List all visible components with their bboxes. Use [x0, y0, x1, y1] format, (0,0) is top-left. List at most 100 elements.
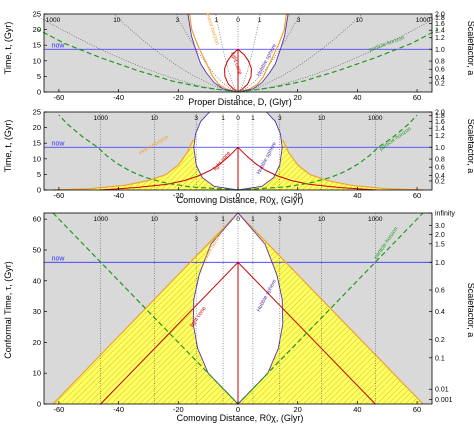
proper-x-tick-label: -40 [113, 93, 124, 102]
conformal-worldline-label: 1 [251, 216, 255, 223]
proper-y2-axis-label: Scalefactor, a [466, 21, 474, 76]
conformal-y-axis-label: Conformal Time, τ, (Gyr) [3, 261, 13, 359]
proper-particle-horizon-right [237, 29, 439, 93]
comoving-x-tick-label: -60 [54, 191, 65, 200]
comoving-x-tick-label: -40 [113, 191, 124, 200]
conformal-y-tick-label: 30 [33, 307, 41, 316]
comoving-worldline-label: 10 [151, 115, 159, 122]
proper-worldline-label: 3 [176, 17, 180, 24]
proper-y2-tick-label: 0.4 [435, 75, 445, 82]
conformal-y2-tick-label: 0.2 [435, 337, 445, 344]
comoving-y-axis-label: Time, t, (Gyr) [3, 120, 13, 173]
comoving-y-tick-label: 15 [33, 139, 41, 148]
conformal-x-tick-label: -60 [54, 405, 65, 414]
conformal-hubble-sphere-right [237, 212, 284, 405]
proper-y2-tick-label: 1.6 [435, 21, 445, 28]
conformal-time-panel: -60 -40 -20 0 20 40 6001020304050600.0010.010.… [3, 211, 474, 424]
comoving-hubble-sphere-right [237, 111, 283, 191]
comoving-now-label: now [52, 140, 66, 147]
comoving-y2-axis-label: Scalefactor, a [466, 119, 474, 174]
proper-worldline-label: 0 [236, 17, 240, 24]
conformal-worldline-label: 0 [236, 216, 240, 223]
proper-now-label: now [52, 42, 66, 49]
proper-y2-tick-label: 1.8 [435, 15, 445, 22]
conformal-worldline-label: 1000 [368, 216, 383, 223]
proper-worldline-label: 10 [356, 17, 364, 24]
conformal-y2-tick-label: 1.0 [435, 260, 445, 267]
proper-x-tick-label: 20 [294, 93, 302, 102]
comoving-y2-tick-label: 1.2 [435, 133, 445, 140]
comoving-worldline-label: 3 [194, 115, 198, 122]
proper-worldline-2 [175, 13, 238, 93]
conformal-x-tick-label: 0 [236, 405, 240, 414]
conformal-x-tick-label: 20 [294, 405, 302, 414]
conformal-x-tick-label: -20 [173, 405, 184, 414]
conformal-worldline-label: 1 [221, 216, 225, 223]
conformal-y2-tick-label: infinity [435, 211, 455, 218]
conformal-y2-tick-label: 2.0 [435, 232, 445, 239]
comoving-worldline-label: 0 [236, 115, 240, 122]
proper-distance-panel: -60 -40 -20 0 20 40 6005101520250.20.40.60.81.… [3, 10, 474, 108]
comoving-event-horizon-right [282, 139, 424, 191]
comoving-worldline-label: 1 [221, 115, 225, 122]
conformal-y2-tick-label: 3.0 [435, 223, 445, 230]
comoving-y2-tick-label: 1.6 [435, 119, 445, 126]
conformal-y2-tick-label: 1.5 [435, 241, 445, 248]
conformal-y-tick-label: 40 [33, 276, 41, 285]
proper-worldline-5 [237, 13, 261, 93]
proper-x-tick-label: -60 [54, 93, 65, 102]
comoving-worldline-label: 3 [278, 115, 282, 122]
comoving-y-tick-label: 25 [33, 108, 41, 117]
comoving-y2-tick-label: 0.6 [435, 165, 445, 172]
conformal-y2-tick-label: 0.6 [435, 288, 445, 295]
conformal-y2-axis-label: Scalefactor, a [466, 283, 474, 338]
comoving-y2-tick-label: 1.0 [435, 145, 445, 152]
conformal-plot-area: -60 -40 -20 0 20 40 6001020304050600.0010.010.… [33, 211, 456, 415]
comoving-y2-tick-label: 0.4 [435, 173, 445, 180]
comoving-worldline-label: 10 [318, 115, 326, 122]
proper-y2-tick-label: 1.0 [435, 47, 445, 54]
conformal-now-label: now [52, 255, 66, 262]
proper-y-tick-label: 10 [33, 56, 41, 65]
comoving-y-tick-label: 10 [33, 154, 41, 163]
conformal-y-tick-label: 50 [33, 245, 41, 254]
proper-worldline-label: 10 [113, 17, 121, 24]
proper-worldline-label: 1 [215, 17, 219, 24]
proper-worldline-3 [215, 13, 239, 93]
proper-x-tick-label: -20 [173, 93, 184, 102]
proper-y2-tick-label: 1.2 [435, 35, 445, 42]
conformal-y2-tick-label: 0.001 [435, 397, 453, 404]
conformal-worldline-label: 10 [318, 216, 326, 223]
conformal-worldline-label: 10 [151, 216, 159, 223]
conformal-x-tick-label: 40 [353, 405, 361, 414]
proper-light-cone-right [237, 48, 252, 93]
comoving-y-tick-label: 20 [33, 123, 41, 132]
proper-worldline-6 [238, 13, 301, 93]
proper-y2-tick-label: 0.6 [435, 67, 445, 74]
proper-plot-area: -60 -40 -20 0 20 40 6005101520250.20.40.60.81.… [33, 10, 445, 103]
comoving-x-tick-label: 60 [413, 191, 421, 200]
proper-y-tick-label: 15 [33, 41, 41, 50]
proper-y-tick-label: 5 [37, 72, 41, 81]
proper-worldline-label: 3 [297, 17, 301, 24]
proper-hubble-sphere-right [237, 13, 289, 93]
comoving-y2-tick-label: 0.2 [435, 178, 445, 185]
conformal-x-tick-label: 60 [413, 405, 421, 414]
proper-worldline-7 [238, 13, 363, 93]
comoving-y-tick-label: 5 [37, 170, 41, 179]
comoving-x-tick-label: 0 [236, 191, 240, 200]
proper-y-tick-label: 0 [37, 88, 41, 97]
proper-y-axis-label: Time, t, (Gyr) [3, 22, 13, 75]
comoving-light-cone-right [237, 146, 376, 191]
proper-x-tick-label: 40 [353, 93, 361, 102]
comoving-worldline-label: 1 [251, 115, 255, 122]
comoving-y2-tick-label: 0.8 [435, 157, 445, 164]
proper-y-tick-label: 20 [33, 25, 41, 34]
comoving-x-tick-label: 40 [353, 191, 361, 200]
proper-event-horizon-left [189, 13, 239, 93]
comoving-hubble-sphere-left [193, 111, 239, 191]
proper-y2-tick-label: 2.0 [435, 12, 445, 19]
proper-worldline-label: 1000 [416, 17, 431, 24]
proper-worldline-8 [239, 13, 443, 93]
